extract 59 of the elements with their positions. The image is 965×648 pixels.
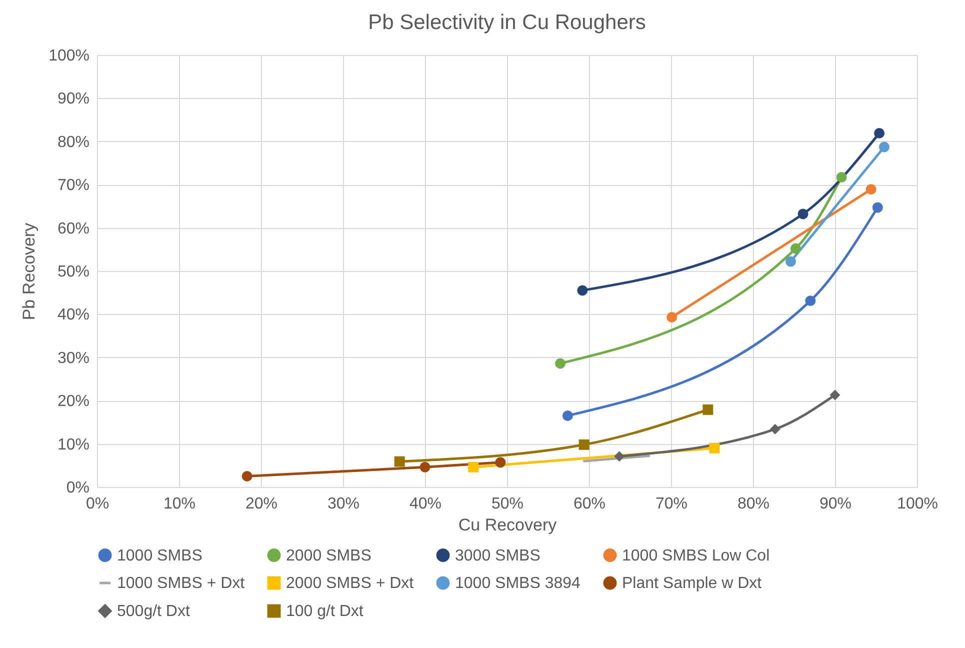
y-tick-label: 100% <box>48 48 90 64</box>
legend-label: 1000 SMBS 3894 <box>455 575 581 592</box>
x-tick-label: 40% <box>409 496 442 512</box>
point <box>578 439 590 450</box>
point <box>242 470 252 482</box>
x-tick-label: 100% <box>897 496 938 512</box>
point <box>805 296 816 306</box>
point <box>468 462 479 472</box>
point <box>785 256 796 267</box>
legend-label: Plant Sample w Dxt <box>622 575 762 592</box>
x-tick-label: 20% <box>245 496 278 512</box>
point <box>394 456 405 467</box>
y-tick-label: 50% <box>57 264 90 280</box>
point <box>420 462 430 472</box>
point <box>702 404 714 415</box>
y-tick-label: 0% <box>66 480 90 496</box>
legend-label: 500g/t Dxt <box>117 603 190 620</box>
point <box>790 243 801 254</box>
legend-label: 1000 SMBS + Dxt <box>117 575 246 592</box>
point <box>874 128 885 138</box>
legend-label: 1000 SMBS Low Col <box>622 547 770 564</box>
x-tick-label: 70% <box>655 496 688 512</box>
x-tick-label: 30% <box>327 496 360 512</box>
y-tick-label: 80% <box>57 134 90 151</box>
x-axis-title: Cu Recovery <box>458 516 558 534</box>
point <box>495 457 506 468</box>
point <box>555 358 566 369</box>
x-tick-label: 90% <box>819 496 852 512</box>
point <box>666 312 678 322</box>
x-tick-label: 50% <box>491 496 524 512</box>
y-tick-label: 20% <box>57 393 90 410</box>
y-tick-label: 40% <box>57 306 90 324</box>
point <box>878 142 890 152</box>
legend-label: 2000 SMBS <box>286 547 372 564</box>
legend-label: 100 g/t Dxt <box>286 603 364 620</box>
y-tick-label: 90% <box>57 90 90 108</box>
y-tick-label: 60% <box>57 220 90 238</box>
y-tick-label: 70% <box>57 177 90 194</box>
y-tick-label: 10% <box>57 436 90 454</box>
x-tick-label: 80% <box>737 496 770 512</box>
point <box>872 202 883 213</box>
y-tick-label: 30% <box>57 350 90 367</box>
legend-label: 1000 SMBS <box>117 547 202 564</box>
point <box>614 451 625 462</box>
point <box>836 172 847 182</box>
point <box>562 410 573 421</box>
x-tick-label: 10% <box>163 496 196 512</box>
legend-label: 3000 SMBS <box>455 547 540 564</box>
y-axis-title: Pb Recovery <box>20 222 39 320</box>
point <box>770 424 780 434</box>
point <box>798 208 808 220</box>
point <box>577 285 588 296</box>
chart-title: Pb Selectivity in Cu Roughers <box>368 11 646 34</box>
x-tick-label: 60% <box>573 496 606 512</box>
point <box>830 390 840 400</box>
legend-label: 2000 SMBS + Dxt <box>286 575 414 592</box>
x-tick-label: 0% <box>86 496 110 512</box>
point <box>866 184 876 195</box>
point <box>709 442 720 454</box>
